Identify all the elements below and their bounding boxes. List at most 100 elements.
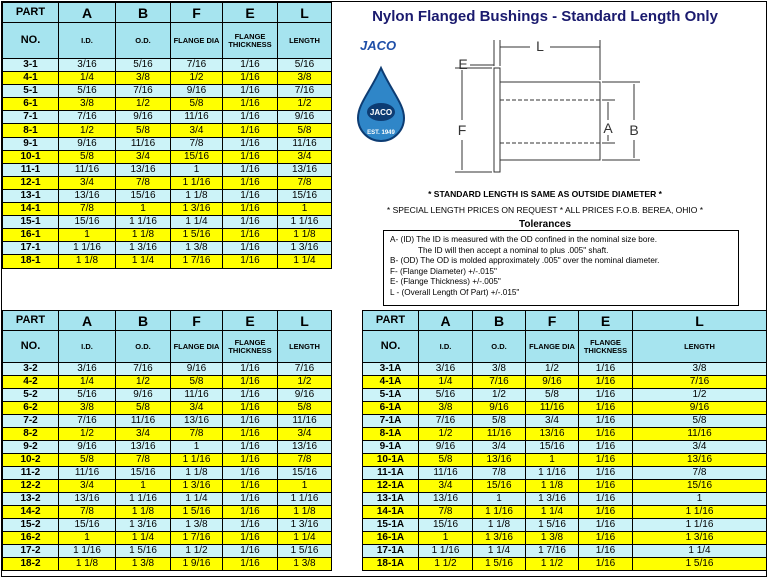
part-number: 10-1	[2, 149, 59, 164]
table-row: 16-1A 1 1 3/16 1 3/8 1/16 1 3/16	[362, 531, 767, 545]
cell: 11/16	[472, 427, 526, 441]
table-row: 17-1A 1 1/16 1 1/4 1 7/16 1/16 1 1/4	[362, 544, 767, 558]
part-number: 3-2	[2, 362, 59, 376]
label-e: E	[458, 56, 467, 72]
part-number: 13-1A	[362, 492, 419, 506]
column-header: F	[170, 310, 223, 331]
cell: 5/8	[418, 453, 473, 467]
part-number: 7-1A	[362, 414, 419, 428]
cell: 1 3/8	[170, 518, 223, 532]
cell: 1 3/16	[277, 241, 332, 256]
cell: 3/8	[115, 71, 171, 86]
cell: 1/2	[472, 388, 526, 402]
cell: 13/16	[418, 492, 473, 506]
cell: 1/2	[58, 427, 116, 441]
cell: 1/2	[170, 71, 223, 86]
column-header: A	[58, 310, 116, 331]
title: Nylon Flanged Bushings - Standard Length…	[372, 8, 719, 25]
cell: 3/4	[115, 427, 171, 441]
cell: 1	[170, 440, 223, 454]
part-number: 17-1A	[362, 544, 419, 558]
column-subheader: FLANGE DIA	[170, 22, 223, 59]
cell: 3/16	[418, 362, 473, 376]
cell: 1 7/16	[170, 531, 223, 545]
part-number: 13-1	[2, 188, 59, 204]
cell: 1/16	[222, 136, 278, 151]
cell: 5/8	[472, 414, 526, 428]
cell: 9/16	[115, 388, 171, 402]
cell: 9/16	[170, 362, 223, 376]
cell: 15/16	[115, 188, 171, 204]
column-subheader: O.D.	[115, 22, 171, 59]
column-header: PART	[2, 2, 59, 23]
cell: 15/16	[632, 479, 767, 493]
cell: 13/16	[632, 453, 767, 467]
table-row: 18-1 1 1/8 1 1/4 1 7/16 1/16 1 1/4	[2, 254, 332, 269]
cell: 1 1/2	[418, 557, 473, 571]
table-row: 14-1 7/8 1 1 3/16 1/16 1	[2, 202, 332, 217]
cell: 1 3/8	[170, 241, 223, 256]
cell: 1 1/16	[472, 505, 526, 519]
cell: 7/16	[115, 362, 171, 376]
cell: 1/16	[222, 123, 278, 138]
part-number: 16-1A	[362, 531, 419, 545]
cell: 1 1/8	[277, 228, 332, 243]
cell: 11/16	[170, 110, 223, 125]
tolerance-line: A- (ID) The ID is measured with the OD c…	[390, 235, 657, 244]
part-number: 5-1	[2, 84, 59, 99]
part-number: 10-1A	[362, 453, 419, 467]
column-header: B	[472, 310, 526, 331]
cell: 1/16	[222, 110, 278, 125]
part-number: 5-1A	[362, 388, 419, 402]
cell: 1 5/16	[115, 544, 171, 558]
table-row: 7-1A 7/16 5/8 3/4 1/16 5/8	[362, 414, 767, 428]
cell: 1 1/2	[525, 557, 579, 571]
cell: 1 1/8	[170, 188, 223, 204]
column-header: A	[58, 2, 116, 23]
cell: 1/16	[578, 401, 633, 415]
part-number: 18-1	[2, 254, 59, 269]
cell: 11/16	[115, 136, 171, 151]
cell: 7/8	[277, 453, 332, 467]
tolerances-box: A- (ID) The ID is measured with the OD c…	[383, 230, 739, 306]
cell: 5/16	[58, 388, 116, 402]
cell: 13/16	[277, 162, 332, 177]
size-table: PART A B F E L NO. I.D. O.D. FLANGE DIA FLANGE THI…	[362, 310, 767, 571]
cell: 1 5/16	[525, 518, 579, 532]
table-row: 11-1 11/16 13/16 1 1/16 13/16	[2, 162, 332, 177]
part-number: 12-1	[2, 175, 59, 190]
cell: 15/16	[277, 466, 332, 480]
cell: 9/16	[418, 440, 473, 454]
part-number: 8-1	[2, 123, 59, 138]
cell: 1 1/16	[115, 215, 171, 230]
part-number: 5-2	[2, 388, 59, 402]
cell: 1/16	[222, 544, 278, 558]
cell: 1	[277, 202, 332, 217]
cell: 15/16	[58, 518, 116, 532]
cell: 7/16	[418, 414, 473, 428]
cell: 13/16	[115, 440, 171, 454]
column-header: L	[277, 2, 332, 23]
cell: 1 9/16	[170, 557, 223, 571]
table-row: 6-1 3/8 1/2 5/8 1/16 1/2	[2, 97, 332, 112]
column-subheader: FLANGE THICKNESS	[578, 330, 633, 363]
cell: 1/16	[222, 149, 278, 164]
table-row: 17-1 1 1/16 1 3/16 1 3/8 1/16 1 3/16	[2, 241, 332, 256]
cell: 11/16	[115, 414, 171, 428]
cell: 1 3/16	[170, 202, 223, 217]
cell: 13/16	[525, 427, 579, 441]
table-row: 15-1 15/16 1 1/16 1 1/4 1/16 1 1/16	[2, 215, 332, 230]
cell: 1/16	[222, 175, 278, 190]
table-row: 3-1A 3/16 3/8 1/2 1/16 3/8	[362, 362, 767, 376]
cell: 15/16	[170, 149, 223, 164]
cell: 1 1/8	[170, 466, 223, 480]
cell: 15/16	[472, 479, 526, 493]
cell: 1/16	[222, 453, 278, 467]
part-number: 4-1A	[362, 375, 419, 389]
part-number: 16-1	[2, 228, 59, 243]
column-header: L	[277, 310, 332, 331]
column-subheader: FLANGE DIA	[170, 330, 223, 363]
cell: 1	[525, 453, 579, 467]
part-number: 6-1A	[362, 401, 419, 415]
